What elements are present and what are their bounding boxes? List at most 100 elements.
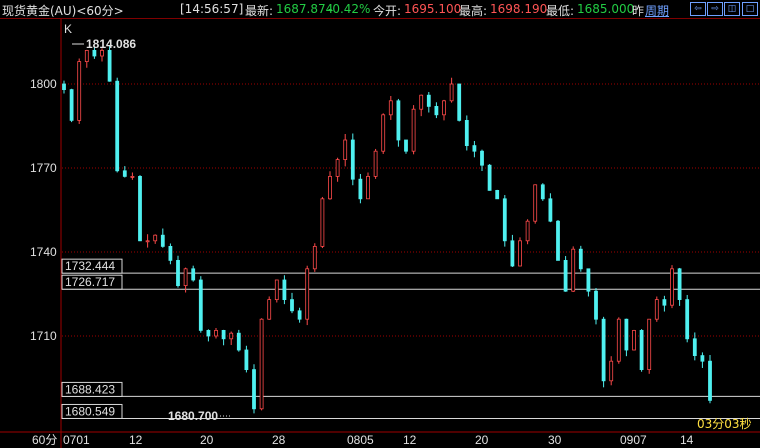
- y-tick-label: 1710: [30, 329, 57, 343]
- candle-body: [312, 245, 317, 270]
- latest-label: 最新:: [245, 4, 274, 18]
- candle-body: [419, 94, 424, 110]
- max-price-annotation: 1814.086: [86, 37, 136, 51]
- price-level-box: [61, 403, 123, 419]
- x-tick-label: 20: [475, 433, 489, 447]
- next-arrow-button[interactable]: ⇨: [707, 2, 723, 16]
- candle-body: [525, 220, 530, 242]
- candle-body: [586, 268, 591, 292]
- candle-body: [115, 80, 120, 172]
- low-label: 最低:: [546, 4, 575, 18]
- quote-header: 现货黄金(AU)<60分> [14:56:57] 最新: 1687.874 -0…: [0, 0, 760, 19]
- candle-body: [274, 279, 279, 301]
- candle-body: [563, 259, 568, 292]
- open-price: 1695.100: [404, 2, 462, 16]
- candle-body: [396, 100, 401, 141]
- candle-body: [107, 50, 112, 82]
- candle-body: [624, 318, 629, 351]
- candle-body: [411, 108, 416, 152]
- candle-body: [518, 240, 522, 267]
- candle-body: [480, 150, 484, 166]
- candle-body: [601, 318, 606, 382]
- candle-body: [335, 159, 340, 177]
- candle-body: [692, 338, 697, 356]
- prev-label: 昨: [632, 4, 645, 18]
- candle-body: [609, 360, 614, 382]
- candle-body: [62, 83, 66, 90]
- candle-body: [130, 175, 135, 178]
- candle-body: [206, 329, 211, 337]
- y-tick-label: 1770: [30, 161, 57, 175]
- price-level-box: [61, 274, 123, 290]
- low-price: 1685.000: [577, 2, 635, 16]
- candle-body: [282, 279, 287, 301]
- candle-body: [160, 234, 165, 247]
- high-price: 1698.190: [490, 2, 548, 16]
- candle-body: [533, 184, 538, 222]
- candle-body: [373, 150, 378, 177]
- candle-body: [571, 248, 576, 292]
- x-tick-label: 0701: [63, 433, 90, 447]
- x-tick-label: 30: [548, 433, 562, 447]
- candle-body: [343, 139, 348, 161]
- candle-body: [510, 240, 515, 267]
- min-price-annotation: 1680.700: [168, 409, 218, 423]
- candle-body: [426, 94, 431, 107]
- period-link[interactable]: 周期: [645, 4, 670, 18]
- candle-body: [366, 175, 370, 200]
- candle-body: [464, 120, 469, 147]
- candle-body: [442, 100, 446, 116]
- candle-body: [457, 83, 462, 121]
- candle-body: [632, 329, 636, 351]
- candle-body: [191, 268, 196, 281]
- high-label: 最高:: [459, 4, 488, 18]
- prev-arrow-button[interactable]: ⇦: [690, 2, 706, 16]
- candle-body: [168, 245, 173, 261]
- instrument-title: 现货黄金(AU)<60分>: [2, 4, 124, 18]
- maximize-button[interactable]: □: [742, 2, 758, 16]
- y-tick-label: 1800: [30, 77, 57, 91]
- candle-body: [647, 318, 652, 371]
- candle-body: [138, 175, 142, 242]
- x-tick-label: 0907: [620, 433, 647, 447]
- candle-body: [328, 175, 332, 200]
- x-tick-label: 28: [272, 433, 286, 447]
- candle-body: [388, 100, 393, 116]
- candle-body: [556, 220, 560, 261]
- candle-body: [616, 318, 621, 362]
- candle-body: [153, 234, 158, 242]
- x-tick-label: 0805: [347, 433, 374, 447]
- x-tick-label: 14: [680, 433, 694, 447]
- y-tick-label: 1740: [30, 245, 57, 259]
- candle-body: [267, 299, 272, 320]
- candle-body: [69, 89, 74, 121]
- open-label: 今开:: [373, 4, 402, 18]
- candle-body: [685, 299, 690, 340]
- candle-body: [449, 83, 454, 102]
- candle-body: [84, 50, 89, 63]
- candle-body: [639, 329, 644, 370]
- candle-body: [434, 106, 439, 116]
- change-percent: -0.42%: [328, 2, 371, 16]
- candle-body: [677, 268, 682, 300]
- candle-body: [214, 329, 218, 337]
- candle-body: [578, 248, 583, 270]
- candle-body: [670, 268, 674, 306]
- candle-body: [662, 299, 667, 306]
- candle-body: [502, 198, 507, 242]
- x-tick-label: 12: [403, 433, 417, 447]
- price-level-box: [61, 381, 123, 397]
- candle-body: [100, 50, 104, 57]
- price-level-label: 1688.423: [65, 382, 115, 396]
- candle-body: [495, 189, 500, 200]
- candle-body: [244, 349, 249, 371]
- quote-time: [14:56:57]: [180, 2, 244, 16]
- candle-body: [236, 332, 241, 351]
- candle-body: [320, 198, 325, 247]
- split-view-button[interactable]: ◫: [724, 2, 740, 16]
- period-label[interactable]: 60分: [32, 433, 57, 447]
- candle-body: [305, 268, 310, 320]
- candle-body: [548, 198, 553, 222]
- candle-body: [540, 184, 545, 200]
